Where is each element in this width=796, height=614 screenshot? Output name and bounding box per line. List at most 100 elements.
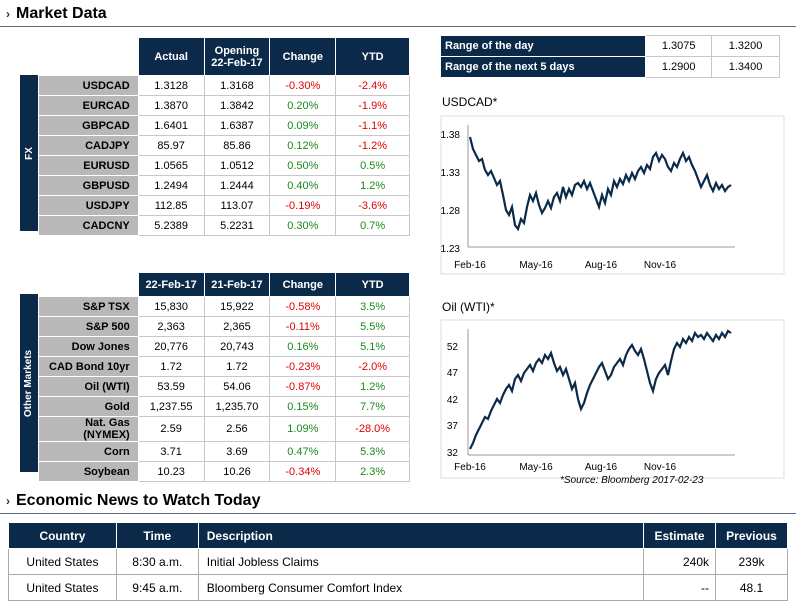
other-change-value: 0.16% (269, 336, 337, 357)
fx-opening-value: 113.07 (203, 195, 271, 216)
fx-row: EURCAD 1.3870 1.3842 0.20% -1.9% (38, 95, 410, 116)
news-estimate: 240k (643, 548, 716, 575)
oil-chart: 52 47 42 37 32 Feb-16 May-16 Aug-16 Nov-… (440, 319, 785, 479)
oil-ytick: 32 (447, 448, 459, 459)
news-country: United States (8, 548, 117, 575)
fx-opening-value: 1.3168 (203, 75, 271, 96)
other-ytd-value: 2.3% (335, 461, 410, 482)
other-d1-value: 1.72 (137, 356, 205, 377)
fx-side-label: FX (20, 75, 38, 231)
oil-series-line (469, 329, 732, 450)
other-row-label: Oil (WTI) (38, 376, 139, 397)
other-d2-value: 54.06 (203, 376, 271, 397)
range-row: Range of the day 1.3075 1.3200 (439, 35, 780, 57)
news-time: 9:45 a.m. (115, 574, 199, 601)
fx-row: CADCNY 5.2389 5.2231 0.30% 0.7% (38, 215, 410, 236)
other-market-row: Corn 3.71 3.69 0.47% 5.3% (38, 441, 410, 462)
fx-ytd-value: -1.9% (335, 95, 410, 116)
other-d2-value: 15,922 (203, 296, 271, 317)
other-ytd-value: 1.2% (335, 376, 410, 397)
other-row-label: Nat. Gas (NYMEX) (38, 416, 139, 442)
fx-change-value: 0.40% (269, 175, 337, 196)
fx-rows: USDCAD 1.3128 1.3168 -0.30% -2.4% EURCAD 1.387… (38, 75, 410, 236)
fx-row: GBPCAD 1.6401 1.6387 0.09% -1.1% (38, 115, 410, 136)
other-market-row: Gold 1,237.55 1,235.70 0.15% 7.7% (38, 396, 410, 417)
fx-row-label: EURCAD (38, 95, 139, 116)
news-row: United States 8:30 a.m. Initial Jobless Cl… (8, 548, 788, 575)
usdcad-ytick: 1.38 (441, 130, 461, 141)
other-row-label: CAD Bond 10yr (38, 356, 139, 377)
fx-row: USDJPY 112.85 113.07 -0.19% -3.6% (38, 195, 410, 216)
other-header-d1: 22-Feb-17 (137, 272, 205, 297)
other-ytd-value: 7.7% (335, 396, 410, 417)
other-row-label: Gold (38, 396, 139, 417)
fx-actual-value: 1.3870 (137, 95, 205, 116)
range-table: Range of the day 1.3075 1.3200 Range of the… (439, 35, 780, 78)
news-header-country: Country (8, 522, 117, 549)
section-divider (0, 26, 796, 27)
other-market-row: Dow Jones 20,776 20,743 0.16% 5.1% (38, 336, 410, 357)
other-ytd-value: 5.3% (335, 441, 410, 462)
market-data-header: › Market Data (0, 2, 107, 26)
other-market-row: Soybean 10.23 10.26 -0.34% 2.3% (38, 461, 410, 482)
other-d1-value: 15,830 (137, 296, 205, 317)
fx-opening-value: 1.3842 (203, 95, 271, 116)
usdcad-xtick: Feb-16 (454, 260, 486, 271)
fx-actual-value: 85.97 (137, 135, 205, 156)
usdcad-xtick: May-16 (519, 260, 553, 271)
fx-header-ytd: YTD (335, 37, 410, 76)
fx-opening-value: 1.2444 (203, 175, 271, 196)
fx-actual-value: 1.2494 (137, 175, 205, 196)
other-d1-value: 20,776 (137, 336, 205, 357)
market-data-title: Market Data (16, 5, 107, 22)
news-description: Initial Jobless Claims (197, 548, 645, 575)
oil-ytick: 42 (447, 395, 459, 406)
oil-xtick: Aug-16 (585, 462, 618, 473)
usdcad-ytick: 1.23 (441, 244, 461, 255)
oil-xtick: May-16 (519, 462, 553, 473)
fx-opening-value: 1.0512 (203, 155, 271, 176)
fx-ytd-value: 0.5% (335, 155, 410, 176)
other-d2-value: 2,365 (203, 316, 271, 337)
other-ytd-value: 3.5% (335, 296, 410, 317)
other-header-change: Change (269, 272, 337, 297)
news-section-title: Economic News to Watch Today (16, 492, 261, 509)
other-d2-value: 20,743 (203, 336, 271, 357)
fx-actual-value: 5.2389 (137, 215, 205, 236)
range-low-value: 1.3075 (645, 35, 713, 57)
fx-opening-value: 5.2231 (203, 215, 271, 236)
usdcad-ytick: 1.28 (441, 206, 461, 217)
oil-ytick: 52 (447, 342, 459, 353)
other-markets-side-label: Other Markets (20, 294, 38, 472)
fx-opening-value: 1.6387 (203, 115, 271, 136)
other-row-label: Corn (38, 441, 139, 462)
other-row-label: Dow Jones (38, 336, 139, 357)
news-header-estimate: Estimate (643, 522, 716, 549)
other-markets-table: 22-Feb-17 21-Feb-17 Change YTD S&P TSX 15… (38, 272, 410, 482)
fx-header-opening: Opening 22-Feb-17 (203, 37, 271, 76)
fx-change-value: 0.09% (269, 115, 337, 136)
fx-actual-value: 112.85 (137, 195, 205, 216)
range-label: Range of the day (439, 35, 647, 57)
oil-ytick: 37 (447, 421, 459, 432)
other-d2-value: 10.26 (203, 461, 271, 482)
fx-header-actual: Actual (137, 37, 205, 76)
fx-actual-value: 1.0565 (137, 155, 205, 176)
other-d2-value: 3.69 (203, 441, 271, 462)
range-label: Range of the next 5 days (439, 56, 647, 78)
fx-ytd-value: -1.2% (335, 135, 410, 156)
fx-change-value: -0.30% (269, 75, 337, 96)
chevron-right-icon: › (6, 7, 10, 21)
fx-table: Actual Opening 22-Feb-17 Change YTD USDCA… (38, 37, 410, 236)
fx-actual-value: 1.3128 (137, 75, 205, 96)
other-d2-value: 2.56 (203, 416, 271, 442)
fx-row-label: GBPCAD (38, 115, 139, 136)
fx-row: GBPUSD 1.2494 1.2444 0.40% 1.2% (38, 175, 410, 196)
source-note: *Source: Bloomberg 2017-02-23 (560, 475, 704, 486)
fx-ytd-value: 1.2% (335, 175, 410, 196)
other-change-value: -0.23% (269, 356, 337, 377)
news-table: Country Time Description Estimate Previo… (8, 522, 788, 601)
other-header-d2: 21-Feb-17 (203, 272, 271, 297)
section-divider (0, 513, 796, 514)
fx-row: USDCAD 1.3128 1.3168 -0.30% -2.4% (38, 75, 410, 96)
